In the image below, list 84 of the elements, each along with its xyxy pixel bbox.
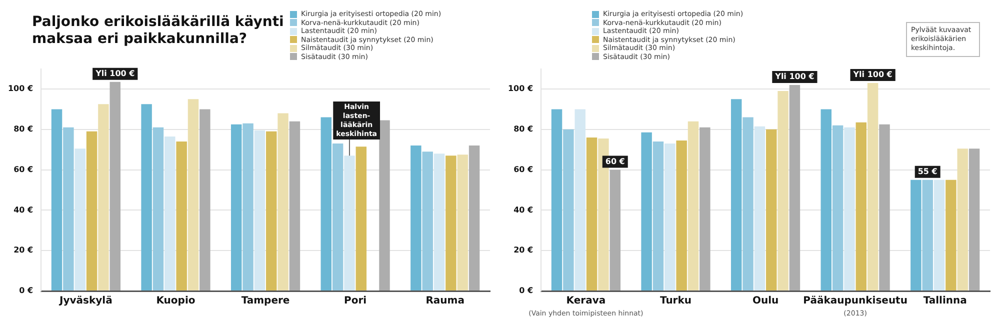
bar <box>789 84 800 290</box>
bar <box>867 82 878 290</box>
bar <box>422 152 433 290</box>
bar <box>551 109 562 290</box>
bar <box>946 180 956 290</box>
x-tick-label: Oulu <box>752 296 779 307</box>
bar <box>641 132 652 290</box>
bar <box>152 127 164 290</box>
bar <box>700 127 710 290</box>
y-tick-label: 20 € <box>514 246 534 255</box>
bar <box>879 124 890 290</box>
bar <box>766 129 777 290</box>
x-tick-label: Jyväskylä <box>58 296 112 307</box>
x-tick-label: Tampere <box>241 296 290 307</box>
bar <box>934 180 945 290</box>
x-tick-label: Turku <box>660 296 692 307</box>
bar <box>446 156 456 290</box>
x-tick-label: Kuopio <box>156 296 196 307</box>
y-tick-label: 40 € <box>514 205 534 214</box>
bar <box>434 154 445 290</box>
bar <box>968 148 980 290</box>
bar <box>188 99 199 290</box>
bar <box>164 136 176 290</box>
bar <box>344 156 355 290</box>
bar <box>468 146 480 290</box>
y-tick-label: 100 € <box>508 84 534 94</box>
bar <box>332 144 344 290</box>
bar <box>820 109 832 290</box>
data-label: Yli 100 € <box>852 70 893 80</box>
bar <box>688 121 699 290</box>
bar <box>289 121 300 290</box>
y-tick-label: 100 € <box>8 84 34 94</box>
y-tick-label: 60 € <box>14 164 34 174</box>
x-tick-label: Pori <box>344 296 367 307</box>
bar <box>922 180 933 290</box>
bar <box>778 91 788 290</box>
y-tick-label: 0 € <box>19 286 34 296</box>
y-tick-label: 60 € <box>514 164 534 174</box>
x-tick-label: Tallinna <box>923 296 967 307</box>
bar <box>563 129 574 290</box>
y-tick-label: 0 € <box>519 286 534 296</box>
bar <box>652 142 664 290</box>
y-tick-label: 80 € <box>514 124 534 134</box>
bar <box>574 109 586 290</box>
bar <box>379 120 390 290</box>
bar <box>957 148 968 290</box>
bar <box>856 122 867 290</box>
bar <box>457 154 468 290</box>
data-label: Yli 100 € <box>94 69 136 78</box>
data-label: Yli 100 € <box>774 72 815 82</box>
bar <box>832 125 844 290</box>
bar <box>844 127 855 290</box>
bar <box>676 140 687 290</box>
bar <box>110 82 120 290</box>
bar <box>410 146 422 290</box>
data-label: 60 € <box>605 156 626 166</box>
bar <box>266 131 277 290</box>
bar <box>200 109 210 290</box>
bar <box>176 142 187 290</box>
bar <box>74 148 86 290</box>
bar <box>754 126 766 290</box>
bar <box>141 104 152 290</box>
bar <box>86 131 98 290</box>
bar <box>320 117 332 290</box>
bar <box>51 109 62 290</box>
bar <box>242 123 254 290</box>
bar <box>98 104 109 290</box>
chart-title: Paljonko erikoislääkärillä käynti maksaa eri paikkakunnilla? <box>32 14 285 48</box>
y-tick-label: 40 € <box>14 205 34 214</box>
bar <box>610 170 620 290</box>
bar <box>254 130 266 290</box>
bar <box>586 137 598 290</box>
bar <box>730 99 742 290</box>
x-tick-label: Rauma <box>426 296 464 307</box>
bar <box>278 113 288 290</box>
y-tick-label: 20 € <box>14 246 34 255</box>
bar <box>742 117 754 290</box>
bar <box>230 124 242 290</box>
y-tick-label: 80 € <box>14 124 34 134</box>
bar <box>356 146 367 290</box>
data-label: 55 € <box>918 166 938 176</box>
bar <box>910 180 922 290</box>
bar <box>664 144 676 290</box>
bar <box>63 127 74 290</box>
